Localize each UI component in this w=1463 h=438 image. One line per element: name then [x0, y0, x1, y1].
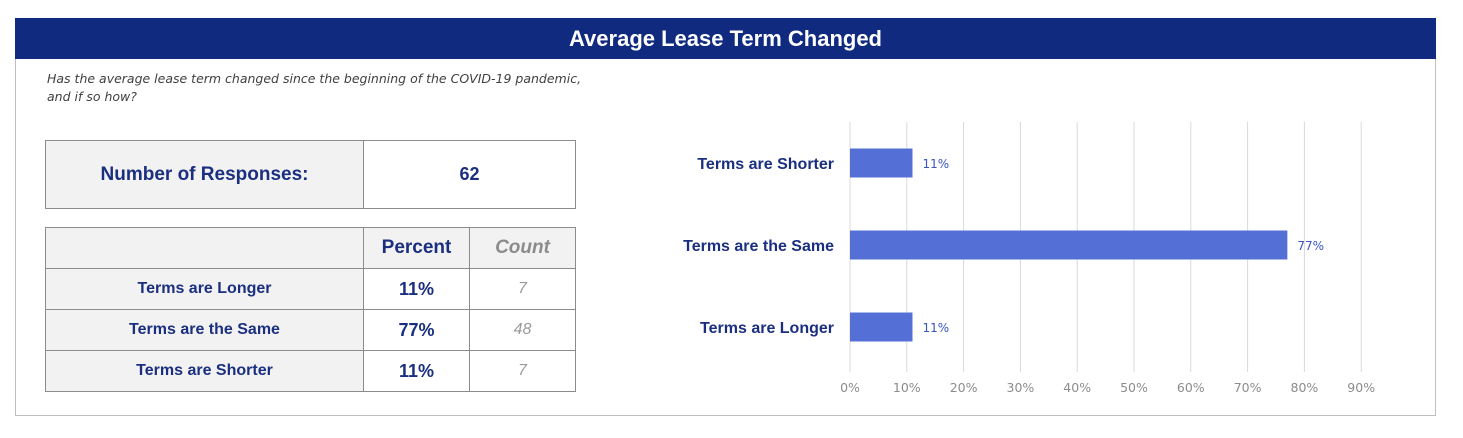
row-count: 7 — [469, 350, 576, 392]
data-label: 77% — [1297, 239, 1324, 253]
category-label: Terms are Shorter — [697, 156, 834, 173]
row-percent: 77% — [363, 309, 470, 351]
category-label: Terms are the Same — [683, 238, 834, 255]
results-header-row: Percent Count — [45, 227, 576, 269]
header-count: Count — [469, 227, 576, 269]
row-label: Terms are Shorter — [45, 350, 364, 392]
row-label: Terms are Longer — [45, 268, 364, 310]
bar-chart: 0% 10% 20% 30% 40% 50% 60% 70% 80% 90% Terms are S… — [683, 122, 1375, 395]
category-label: Terms are Longer — [700, 320, 834, 337]
row-count: 7 — [469, 268, 576, 310]
x-tick-label: 60% — [1177, 380, 1205, 395]
x-tick-label: 70% — [1234, 380, 1262, 395]
row-percent: 11% — [363, 350, 470, 392]
row-percent: 11% — [363, 268, 470, 310]
x-tick-label: 50% — [1120, 380, 1148, 395]
responses-value: 62 — [363, 140, 576, 209]
survey-question: Has the average lease term changed since… — [47, 71, 582, 104]
x-tick-label: 20% — [950, 380, 978, 395]
responses-table: Number of Responses: 62 — [45, 140, 576, 209]
table-row: Terms are Shorter 11% 7 — [45, 350, 576, 392]
data-label: 11% — [922, 157, 949, 171]
results-table: Percent Count Terms are Longer 11% 7 Ter… — [45, 227, 576, 392]
data-label: 11% — [922, 321, 949, 335]
x-tick-label: 10% — [893, 380, 921, 395]
report-title: Average Lease Term Changed — [15, 18, 1436, 59]
table-row: Terms are the Same 77% 48 — [45, 309, 576, 351]
x-tick-label: 90% — [1347, 380, 1375, 395]
x-tick-label: 40% — [1063, 380, 1091, 395]
x-tick-label: 30% — [1007, 380, 1035, 395]
bar — [850, 230, 1288, 260]
row-label: Terms are the Same — [45, 309, 364, 351]
table-row: Terms are Longer 11% 7 — [45, 268, 576, 310]
bar — [850, 148, 913, 178]
row-count: 48 — [469, 309, 576, 351]
header-blank-cell — [45, 227, 364, 269]
x-tick-label: 0% — [840, 380, 860, 395]
header-percent: Percent — [363, 227, 470, 269]
x-tick-label: 80% — [1291, 380, 1319, 395]
bar — [850, 312, 913, 342]
responses-label: Number of Responses: — [45, 140, 364, 209]
